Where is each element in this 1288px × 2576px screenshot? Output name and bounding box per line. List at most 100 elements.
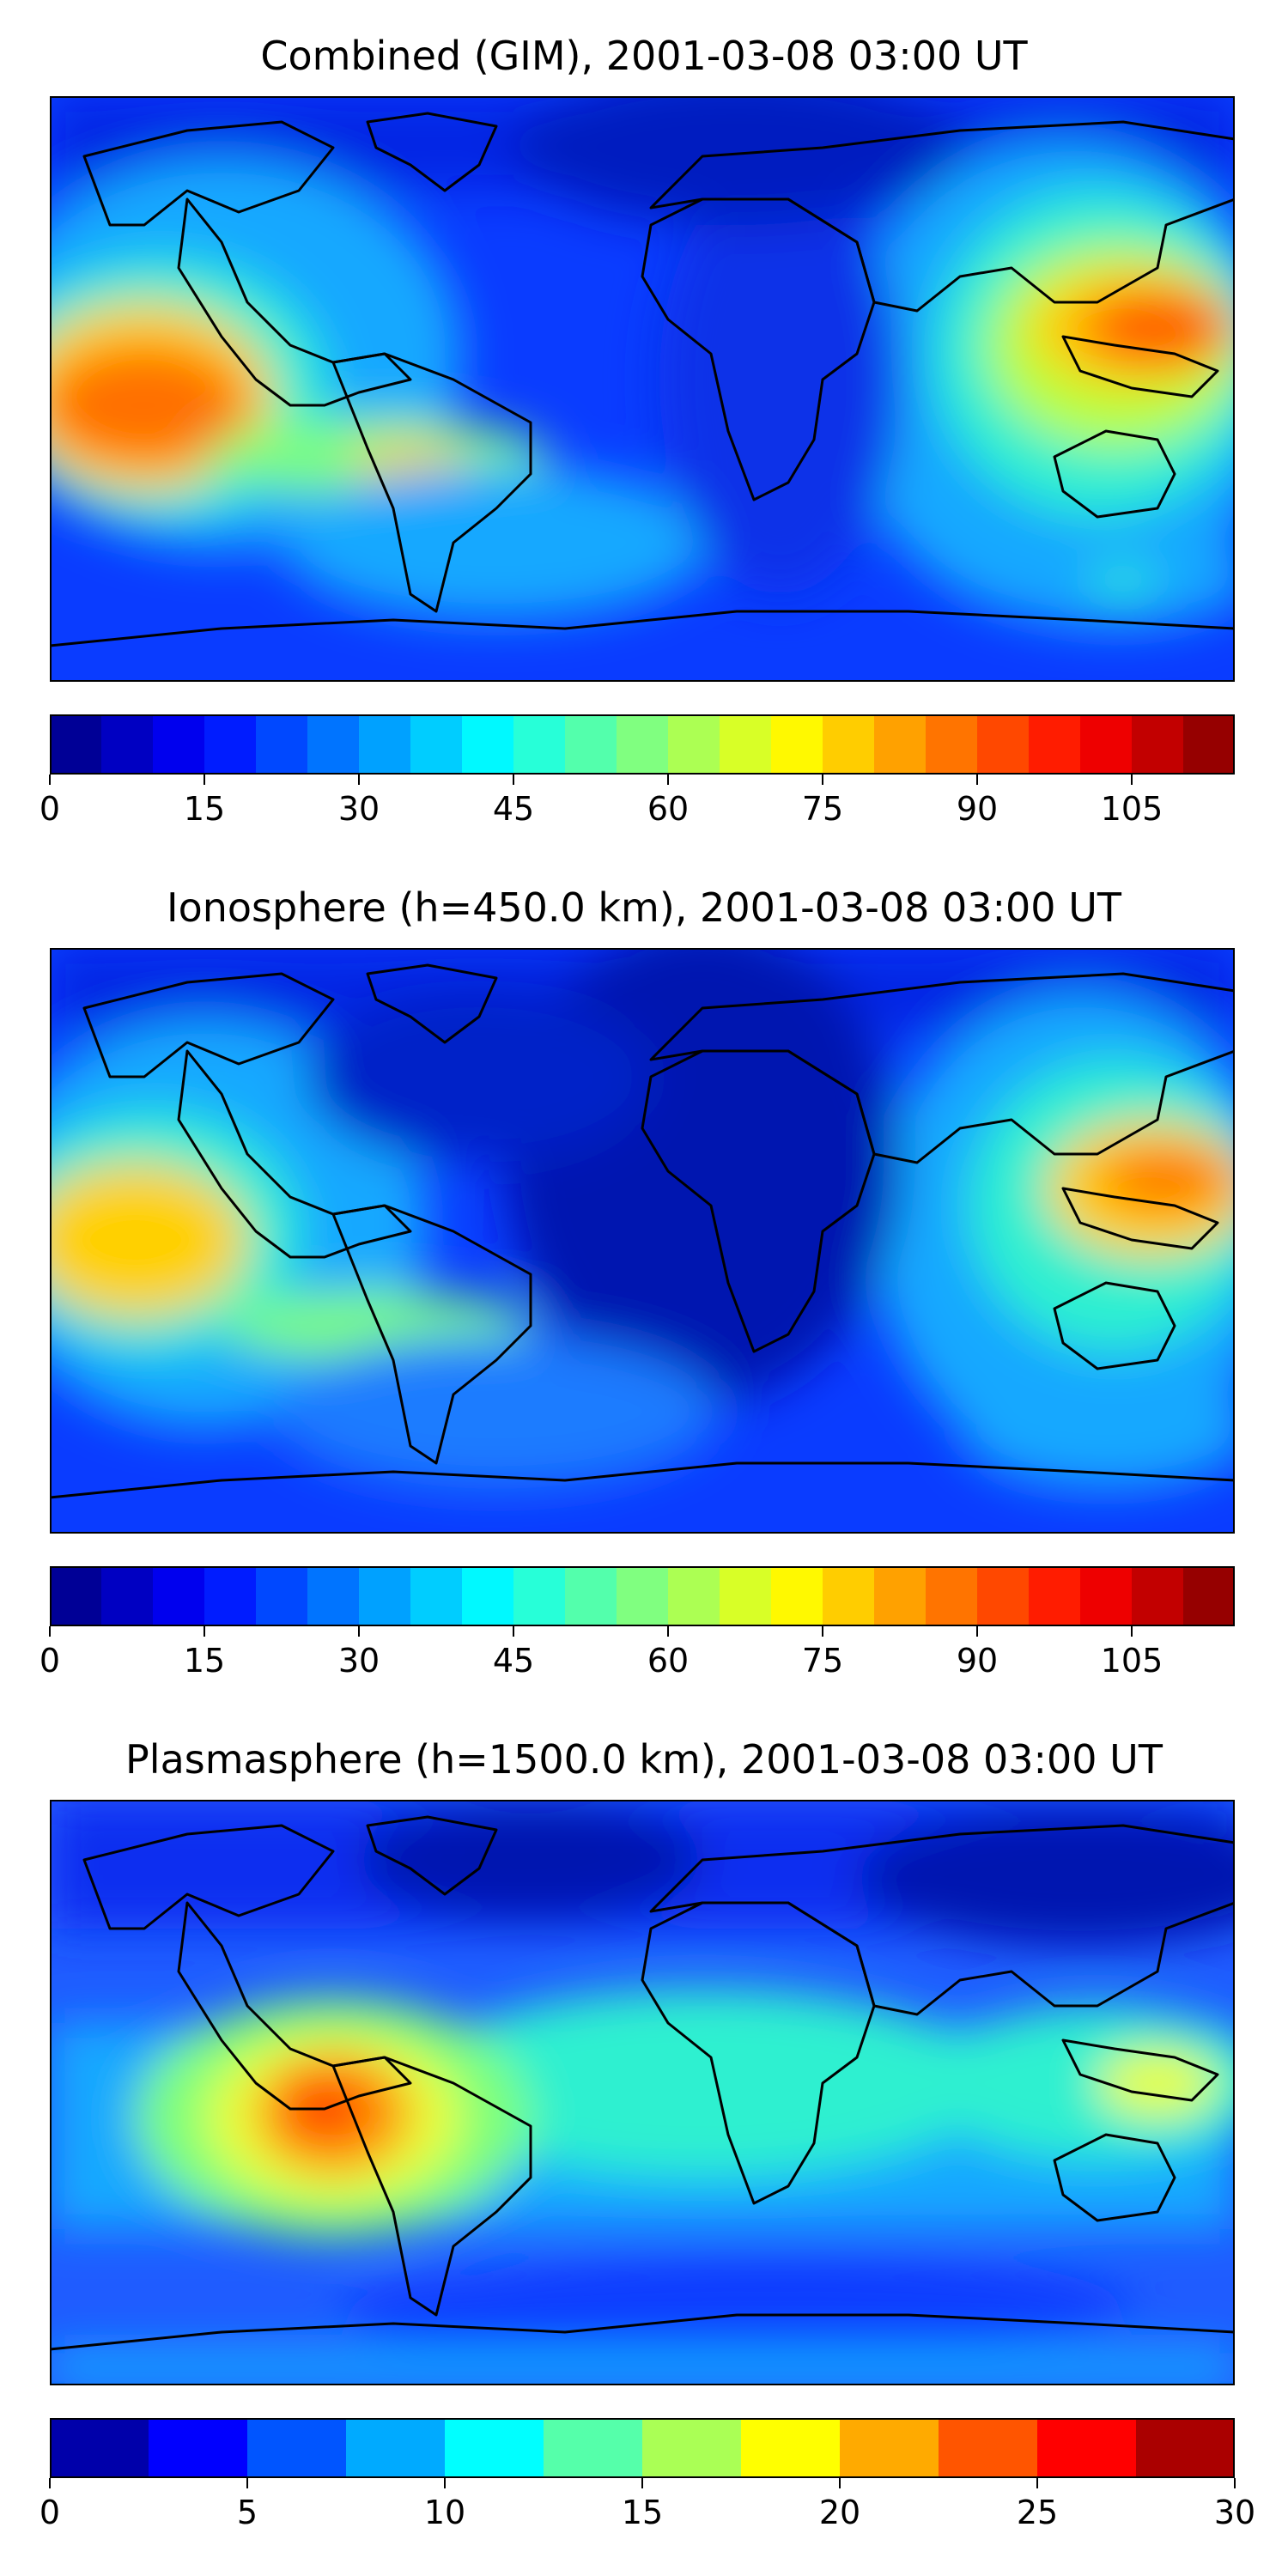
- panel-3-colorbar-ticks: 0 5 10 15 20 25 30: [39, 2478, 1255, 2531]
- panel-2-coastlines: [50, 963, 1235, 1499]
- colorbar-tick: [49, 775, 51, 785]
- colorbar-tick: [49, 2478, 51, 2488]
- colorbar-swatch: [204, 714, 256, 775]
- colorbar-swatch: [1136, 2418, 1235, 2478]
- colorbar-swatch: [926, 714, 977, 775]
- colorbar-swatch: [247, 2418, 346, 2478]
- colorbar-swatch: [410, 1566, 462, 1626]
- colorbar-tick: [976, 775, 978, 785]
- colorbar-swatch: [50, 1566, 101, 1626]
- colorbar-swatch: [204, 1566, 256, 1626]
- panel-3-map: [50, 1800, 1235, 2385]
- colorbar-swatch: [513, 714, 565, 775]
- colorbar-swatch: [823, 714, 874, 775]
- colorbar-swatch: [720, 714, 771, 775]
- colorbar-tick-label: 10: [423, 2494, 466, 2531]
- panel-2-title: Ionosphere (h=450.0 km), 2001-03-08 03:0…: [167, 884, 1121, 931]
- colorbar-swatch: [153, 714, 204, 775]
- colorbar-tick-label: 30: [337, 1642, 380, 1680]
- colorbar-swatch: [741, 2418, 840, 2478]
- colorbar-swatch: [771, 1566, 823, 1626]
- colorbar-tick: [204, 775, 205, 785]
- colorbar-swatch: [977, 714, 1029, 775]
- colorbar-tick: [358, 1626, 360, 1637]
- colorbar-swatch: [1037, 2418, 1136, 2478]
- colorbar-tick: [444, 2478, 446, 2488]
- colorbar-tick: [513, 1626, 514, 1637]
- panel-2-map: [50, 948, 1235, 1534]
- colorbar-swatch: [307, 1566, 359, 1626]
- colorbar-tick-label: 75: [801, 1642, 844, 1680]
- colorbar-tick-label: 15: [183, 1642, 226, 1680]
- colorbar-swatch: [445, 2418, 544, 2478]
- colorbar-swatch: [256, 714, 307, 775]
- colorbar-tick: [1131, 1626, 1133, 1637]
- colorbar-tick-label: 75: [801, 790, 844, 828]
- colorbar-swatch: [823, 1566, 874, 1626]
- panel-3-colorbar: [50, 2418, 1235, 2478]
- colorbar-swatch: [101, 714, 153, 775]
- colorbar-tick: [839, 2478, 841, 2488]
- colorbar-swatch: [346, 2418, 445, 2478]
- colorbar-swatch: [565, 1566, 617, 1626]
- panel-3-contour-field: [50, 1800, 1235, 2385]
- colorbar-swatch: [1132, 714, 1183, 775]
- colorbar-tick-label: 105: [1100, 1642, 1163, 1680]
- panel-2-colorbar: [50, 1566, 1235, 1626]
- colorbar-tick-label: 25: [1016, 2494, 1059, 2531]
- panel-1-colorbar-ticks: 0 15 30 45 60 75 90 105: [39, 775, 1235, 828]
- panel-3-colorbar-frame: [50, 2418, 1235, 2478]
- colorbar-swatch: [668, 714, 720, 775]
- colorbar-tick-label: 0: [39, 790, 61, 828]
- panel-2-colorbar-swatches: [50, 1566, 1235, 1626]
- colorbar-swatch: [462, 1566, 513, 1626]
- colorbar-tick: [667, 775, 669, 785]
- colorbar-tick-label: 90: [956, 1642, 999, 1680]
- colorbar-tick: [1036, 2478, 1038, 2488]
- panel-1-colorbar-frame: [50, 714, 1235, 775]
- colorbar-tick-label: 20: [818, 2494, 861, 2531]
- colorbar-swatch: [926, 1566, 977, 1626]
- panel-1-title: Combined (GIM), 2001-03-08 03:00 UT: [260, 33, 1028, 79]
- panel-2-colorbar-ticks: 0 15 30 45 60 75 90 105: [39, 1626, 1235, 1680]
- colorbar-swatch: [153, 1566, 204, 1626]
- colorbar-tick-label: 15: [621, 2494, 664, 2531]
- colorbar-swatch: [1132, 1566, 1183, 1626]
- colorbar-tick-label: 60: [647, 1642, 690, 1680]
- panel-1-map: [50, 96, 1235, 682]
- colorbar-tick-label: 45: [492, 790, 535, 828]
- panel-3-colorbar-swatches: [50, 2418, 1235, 2478]
- panel-1-colorbar-swatches: [50, 714, 1235, 775]
- colorbar-swatch: [1080, 1566, 1132, 1626]
- colorbar-tick-label: 105: [1100, 790, 1163, 828]
- colorbar-swatch: [513, 1566, 565, 1626]
- colorbar-swatch: [840, 2418, 939, 2478]
- colorbar-swatch: [359, 714, 410, 775]
- colorbar-swatch: [544, 2418, 642, 2478]
- colorbar-tick-label: 0: [39, 2494, 61, 2531]
- colorbar-tick: [358, 775, 360, 785]
- colorbar-swatch: [410, 714, 462, 775]
- colorbar-swatch: [720, 1566, 771, 1626]
- colorbar-tick: [822, 775, 823, 785]
- panel-3-title: Plasmasphere (h=1500.0 km), 2001-03-08 0…: [125, 1736, 1163, 1783]
- colorbar-tick: [513, 775, 514, 785]
- colorbar-tick: [667, 1626, 669, 1637]
- colorbar-swatch: [874, 714, 926, 775]
- colorbar-tick: [204, 1626, 205, 1637]
- colorbar-swatch: [101, 1566, 153, 1626]
- colorbar-swatch: [1029, 1566, 1080, 1626]
- colorbar-tick: [822, 1626, 823, 1637]
- colorbar-tick-label: 15: [183, 790, 226, 828]
- colorbar-swatch: [50, 2418, 149, 2478]
- colorbar-swatch: [1183, 714, 1235, 775]
- colorbar-tick-label: 5: [236, 2494, 258, 2531]
- colorbar-tick-label: 0: [39, 1642, 61, 1680]
- colorbar-swatch: [359, 1566, 410, 1626]
- colorbar-tick: [641, 2478, 643, 2488]
- colorbar-swatch: [617, 714, 668, 775]
- colorbar-swatch: [307, 714, 359, 775]
- colorbar-swatch: [1029, 714, 1080, 775]
- colorbar-tick-label: 30: [1213, 2494, 1256, 2531]
- colorbar-swatch: [874, 1566, 926, 1626]
